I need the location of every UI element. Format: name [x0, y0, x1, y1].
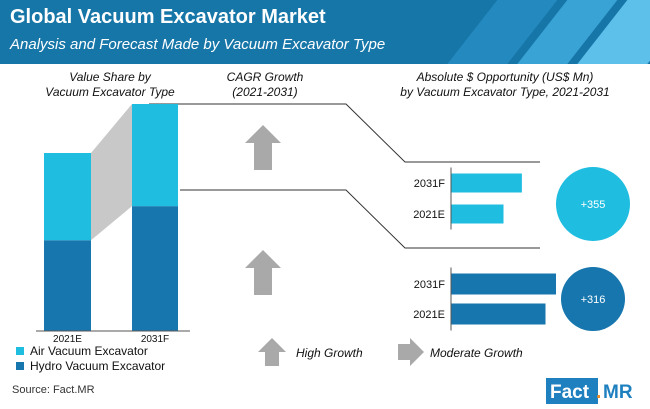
legend-item-hydro: Hydro Vacuum Excavator	[16, 359, 165, 373]
opportunity-bar-hydro-2021E	[451, 303, 546, 325]
value-share-title-line1: Value Share by	[69, 70, 151, 84]
connector-line-hydro	[180, 189, 540, 249]
moderate-growth-label: Moderate Growth	[430, 346, 523, 360]
stacked-bar-connector	[91, 104, 132, 241]
logo-text-end: MR	[603, 382, 633, 403]
stacked-bar-air-2021E	[44, 153, 91, 241]
cagr-title: CAGR Growth (2021-2031)	[210, 70, 320, 100]
stacked-bar-hydro-2021E	[44, 240, 91, 331]
page-subtitle: Analysis and Forecast Made by Vacuum Exc…	[10, 36, 386, 53]
opportunity-value-hydro: +316	[581, 294, 606, 306]
opportunity-bar-hydro-2031F	[451, 273, 556, 295]
page-title: Global Vacuum Excavator Market	[10, 6, 326, 28]
opportunity-bar-air-2031F	[451, 173, 522, 193]
opportunity-title-line1: Absolute $ Opportunity (US$ Mn)	[416, 70, 594, 84]
factmr-logo: Fact . MR	[546, 378, 646, 404]
moderate-growth-arrow-icon	[398, 338, 424, 366]
source-note: Source: Fact.MR	[12, 384, 95, 396]
legend-item-air: Air Vacuum Excavator	[16, 344, 148, 358]
opportunity-category-label: 2021E	[413, 209, 445, 221]
opportunity-title-line2: by Vacuum Excavator Type, 2021-2031	[400, 85, 610, 99]
value-share-title-line2: Vacuum Excavator Type	[45, 85, 175, 99]
cagr-title-line1: CAGR Growth	[226, 70, 304, 84]
legend-swatch-air	[16, 347, 24, 355]
cagr-arrow-hydro	[245, 250, 281, 295]
logo-text-main: Fact	[550, 382, 590, 403]
stacked-bar-air-2031F	[132, 104, 178, 207]
opportunity-value-air: +355	[581, 199, 606, 211]
value-share-title: Value Share by Vacuum Excavator Type	[20, 70, 200, 100]
stacked-bar-category-label: 2021E	[53, 334, 82, 345]
stacked-bar-group: 2021E 2031F	[36, 104, 190, 345]
stacked-bar-category-label: 2031F	[141, 334, 169, 345]
opportunity-bar-group: 2031F 2021E 2031F 2021E	[413, 167, 556, 331]
logo-text-dot: .	[596, 382, 601, 403]
opportunity-title: Absolute $ Opportunity (US$ Mn) by Vacuu…	[370, 70, 640, 100]
opportunity-circle-air	[556, 167, 630, 241]
legend-label-hydro: Hydro Vacuum Excavator	[30, 359, 166, 373]
legend-label-air: Air Vacuum Excavator	[30, 344, 148, 358]
opportunity-bar-air-2021E	[451, 204, 504, 224]
stacked-bar-hydro-2031F	[132, 206, 178, 331]
opportunity-category-label: 2031F	[414, 178, 445, 190]
factmr-logo-graphic: Fact . MR	[546, 378, 633, 404]
connector-line-air	[149, 103, 540, 163]
high-growth-arrow-icon	[258, 338, 286, 366]
opportunity-category-label: 2021E	[413, 309, 445, 321]
cagr-title-line2: (2021-2031)	[232, 85, 298, 99]
opportunity-category-label: 2031F	[414, 279, 445, 291]
legend-swatch-hydro	[16, 362, 24, 370]
opportunity-circle-hydro	[561, 267, 625, 331]
high-growth-label: High Growth	[296, 346, 363, 360]
cagr-arrow-air	[245, 125, 281, 170]
header-banner: Global Vacuum Excavator Market Analysis …	[0, 0, 650, 64]
